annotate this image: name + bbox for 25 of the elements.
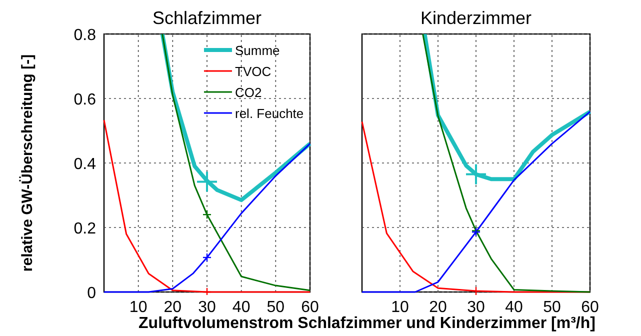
y-axis-title: relative GW-Überschreitung [-] <box>19 54 36 272</box>
x-tick-label: 40 <box>232 299 250 316</box>
x-tick-label: 30 <box>467 299 485 316</box>
chart-title: Schlafzimmer <box>152 8 262 28</box>
y-tick-label: 0.4 <box>74 156 96 173</box>
y-tick-label: 0.2 <box>74 220 96 238</box>
x-tick-label: 50 <box>266 299 285 316</box>
x-axis-title: Zuluftvolumenstrom Schlafzimmer und Kinderzimmer [m³/h] <box>138 315 596 332</box>
x-tick-label: 60 <box>301 299 319 316</box>
x-tick-label: 30 <box>198 299 216 316</box>
chart-title: Kinderzimmer <box>420 8 532 28</box>
x-tick-label: 60 <box>581 299 599 316</box>
legend-label: CO2 <box>235 85 262 100</box>
legend-label: Summe <box>235 43 280 58</box>
legend-label: TVOC <box>235 64 272 79</box>
legend-label: rel. Feuchte <box>235 106 304 121</box>
x-tick-label: 20 <box>429 299 447 316</box>
y-tick-label: 0.6 <box>74 92 96 108</box>
y-tick-label: 0.8 <box>74 27 96 44</box>
x-tick-label: 40 <box>505 299 523 316</box>
x-tick-label: 10 <box>391 299 409 316</box>
x-tick-label: 50 <box>543 299 561 316</box>
x-tick-label: 20 <box>164 299 182 316</box>
y-tick-label: 0 <box>87 285 96 302</box>
x-tick-label: 10 <box>129 299 148 316</box>
